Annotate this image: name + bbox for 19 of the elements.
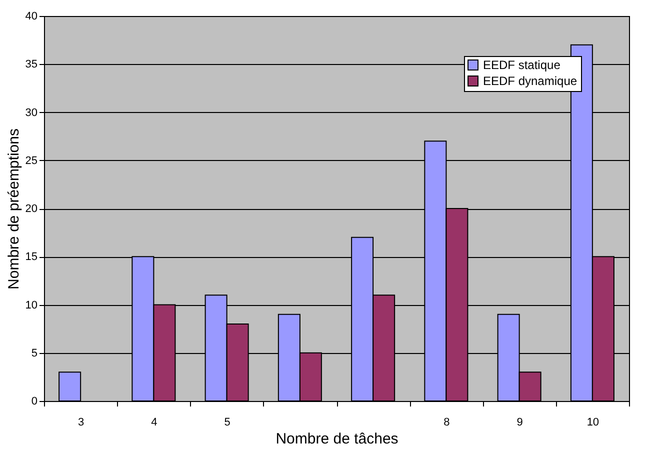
legend-label: EEDF statique <box>483 58 561 72</box>
y-tick-label: 25 <box>25 154 38 167</box>
x-tick-label: 4 <box>151 416 158 428</box>
y-tick-label: 20 <box>25 203 38 215</box>
y-tick-label: 0 <box>31 396 38 408</box>
x-tick-label: 9 <box>516 416 523 428</box>
y-tick-label: 40 <box>25 10 38 22</box>
legend-label: EEDF dynamique <box>483 74 578 88</box>
x-tick-label: 8 <box>444 416 450 428</box>
y-tick-label: 5 <box>31 347 38 360</box>
y-axis-title: Nombre de préemptions <box>5 128 22 290</box>
x-axis-title: Nombre de tâches <box>276 430 398 448</box>
x-tick-label: 5 <box>224 416 230 428</box>
y-tick-label: 15 <box>25 251 38 264</box>
y-tick-label: 30 <box>25 106 38 119</box>
y-tick-label: 35 <box>25 58 38 71</box>
x-tick-label: 10 <box>586 416 600 428</box>
y-tick-label: 10 <box>25 299 38 312</box>
x-tick-label: 3 <box>78 416 84 428</box>
